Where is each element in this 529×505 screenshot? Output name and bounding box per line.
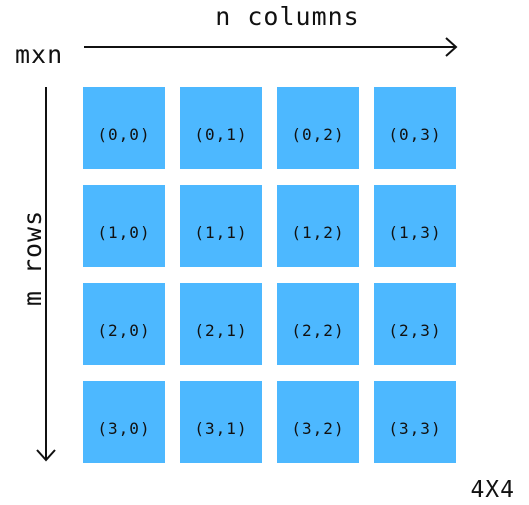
columns-arrow [84, 37, 458, 57]
matrix-cell-3-3: (3,3) [374, 381, 456, 463]
matrix-cell-2-1: (2,1) [180, 283, 262, 365]
matrix-cell-0-0: (0,0) [83, 87, 165, 169]
matrix-grid: (0,0) (0,1) (0,2) (0,3) (1,0) (1,1) (1,2… [83, 87, 456, 463]
matrix-cell-3-1: (3,1) [180, 381, 262, 463]
columns-label: n columns [215, 2, 360, 31]
matrix-cell-0-1: (0,1) [180, 87, 262, 169]
matrix-title: mxn [15, 40, 64, 69]
rows-arrow [36, 87, 56, 462]
matrix-cell-2-0: (2,0) [83, 283, 165, 365]
matrix-cell-0-2: (0,2) [277, 87, 359, 169]
matrix-size-label: 4X4 [470, 477, 515, 503]
matrix-cell-2-3: (2,3) [374, 283, 456, 365]
matrix-cell-1-0: (1,0) [83, 185, 165, 267]
matrix-cell-1-2: (1,2) [277, 185, 359, 267]
matrix-cell-2-2: (2,2) [277, 283, 359, 365]
matrix-cell-0-3: (0,3) [374, 87, 456, 169]
rows-label: m rows [18, 209, 47, 307]
matrix-cell-3-2: (3,2) [277, 381, 359, 463]
matrix-cell-1-3: (1,3) [374, 185, 456, 267]
matrix-cell-1-1: (1,1) [180, 185, 262, 267]
matrix-cell-3-0: (3,0) [83, 381, 165, 463]
